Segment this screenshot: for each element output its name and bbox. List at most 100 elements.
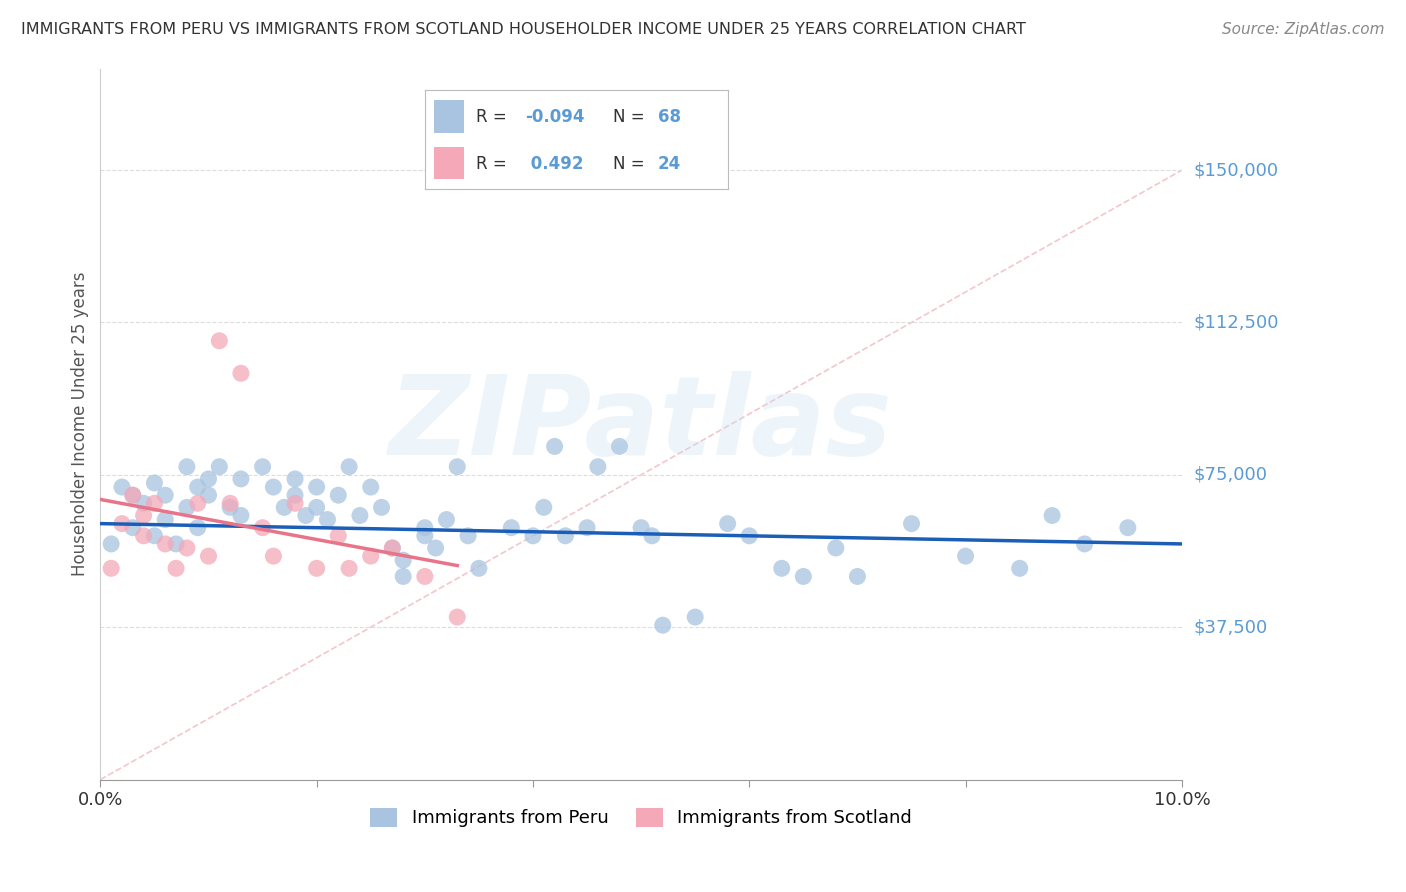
Point bbox=[717, 516, 740, 531]
Point bbox=[683, 610, 706, 624]
Point bbox=[586, 459, 609, 474]
Point bbox=[262, 480, 284, 494]
Text: $75,000: $75,000 bbox=[1194, 466, 1267, 483]
Point bbox=[197, 549, 219, 563]
Point bbox=[262, 549, 284, 563]
Point bbox=[155, 488, 177, 502]
Point bbox=[305, 480, 328, 494]
Point bbox=[284, 488, 307, 502]
Point bbox=[413, 569, 436, 583]
Point bbox=[349, 508, 371, 523]
Point bbox=[284, 472, 307, 486]
Point bbox=[425, 541, 447, 555]
Point bbox=[155, 537, 177, 551]
Point bbox=[305, 500, 328, 515]
Point bbox=[457, 529, 479, 543]
Point bbox=[165, 537, 187, 551]
Point bbox=[522, 529, 544, 543]
Point bbox=[792, 569, 814, 583]
Text: Source: ZipAtlas.com: Source: ZipAtlas.com bbox=[1222, 22, 1385, 37]
Point bbox=[187, 521, 209, 535]
Text: IMMIGRANTS FROM PERU VS IMMIGRANTS FROM SCOTLAND HOUSEHOLDER INCOME UNDER 25 YEA: IMMIGRANTS FROM PERU VS IMMIGRANTS FROM … bbox=[21, 22, 1026, 37]
Point bbox=[1073, 537, 1095, 551]
Point bbox=[381, 541, 404, 555]
Point bbox=[1008, 561, 1031, 575]
Point bbox=[121, 488, 143, 502]
Point bbox=[143, 529, 166, 543]
Point bbox=[229, 472, 252, 486]
Point bbox=[273, 500, 295, 515]
Point bbox=[295, 508, 318, 523]
Point bbox=[360, 480, 382, 494]
Point bbox=[100, 537, 122, 551]
Point bbox=[824, 541, 846, 555]
Point bbox=[370, 500, 392, 515]
Point bbox=[132, 496, 155, 510]
Point bbox=[305, 561, 328, 575]
Text: $150,000: $150,000 bbox=[1194, 161, 1278, 179]
Point bbox=[900, 516, 922, 531]
Point bbox=[446, 610, 468, 624]
Legend: Immigrants from Peru, Immigrants from Scotland: Immigrants from Peru, Immigrants from Sc… bbox=[363, 801, 920, 835]
Point bbox=[252, 459, 274, 474]
Point bbox=[381, 541, 404, 555]
Point bbox=[337, 561, 360, 575]
Point bbox=[121, 488, 143, 502]
Point bbox=[132, 529, 155, 543]
Y-axis label: Householder Income Under 25 years: Householder Income Under 25 years bbox=[72, 272, 89, 576]
Point bbox=[176, 541, 198, 555]
Text: ZIPatlas: ZIPatlas bbox=[389, 370, 893, 477]
Point bbox=[846, 569, 869, 583]
Point bbox=[111, 516, 134, 531]
Point bbox=[738, 529, 761, 543]
Point bbox=[413, 529, 436, 543]
Point bbox=[328, 488, 350, 502]
Point bbox=[100, 561, 122, 575]
Point bbox=[155, 512, 177, 526]
Point bbox=[468, 561, 491, 575]
Point bbox=[446, 459, 468, 474]
Point bbox=[187, 496, 209, 510]
Point bbox=[543, 439, 565, 453]
Point bbox=[1040, 508, 1063, 523]
Text: $37,500: $37,500 bbox=[1194, 618, 1267, 636]
Point bbox=[316, 512, 339, 526]
Point bbox=[770, 561, 793, 575]
Point bbox=[176, 459, 198, 474]
Point bbox=[229, 508, 252, 523]
Point bbox=[284, 496, 307, 510]
Point bbox=[413, 521, 436, 535]
Point bbox=[229, 366, 252, 380]
Point bbox=[328, 529, 350, 543]
Point bbox=[111, 480, 134, 494]
Point bbox=[501, 521, 523, 535]
Point bbox=[208, 334, 231, 348]
Point bbox=[219, 496, 242, 510]
Point bbox=[197, 488, 219, 502]
Point bbox=[630, 521, 652, 535]
Point bbox=[360, 549, 382, 563]
Point bbox=[187, 480, 209, 494]
Point bbox=[165, 561, 187, 575]
Point bbox=[955, 549, 977, 563]
Point bbox=[533, 500, 555, 515]
Point bbox=[1116, 521, 1139, 535]
Point bbox=[143, 475, 166, 490]
Point bbox=[197, 472, 219, 486]
Point bbox=[143, 496, 166, 510]
Point bbox=[176, 500, 198, 515]
Point bbox=[337, 459, 360, 474]
Point bbox=[392, 553, 415, 567]
Point bbox=[219, 500, 242, 515]
Point bbox=[641, 529, 664, 543]
Point bbox=[392, 569, 415, 583]
Point bbox=[132, 508, 155, 523]
Point bbox=[554, 529, 576, 543]
Text: $112,500: $112,500 bbox=[1194, 313, 1278, 332]
Point bbox=[252, 521, 274, 535]
Point bbox=[609, 439, 631, 453]
Point bbox=[208, 459, 231, 474]
Point bbox=[121, 521, 143, 535]
Point bbox=[436, 512, 458, 526]
Point bbox=[651, 618, 673, 632]
